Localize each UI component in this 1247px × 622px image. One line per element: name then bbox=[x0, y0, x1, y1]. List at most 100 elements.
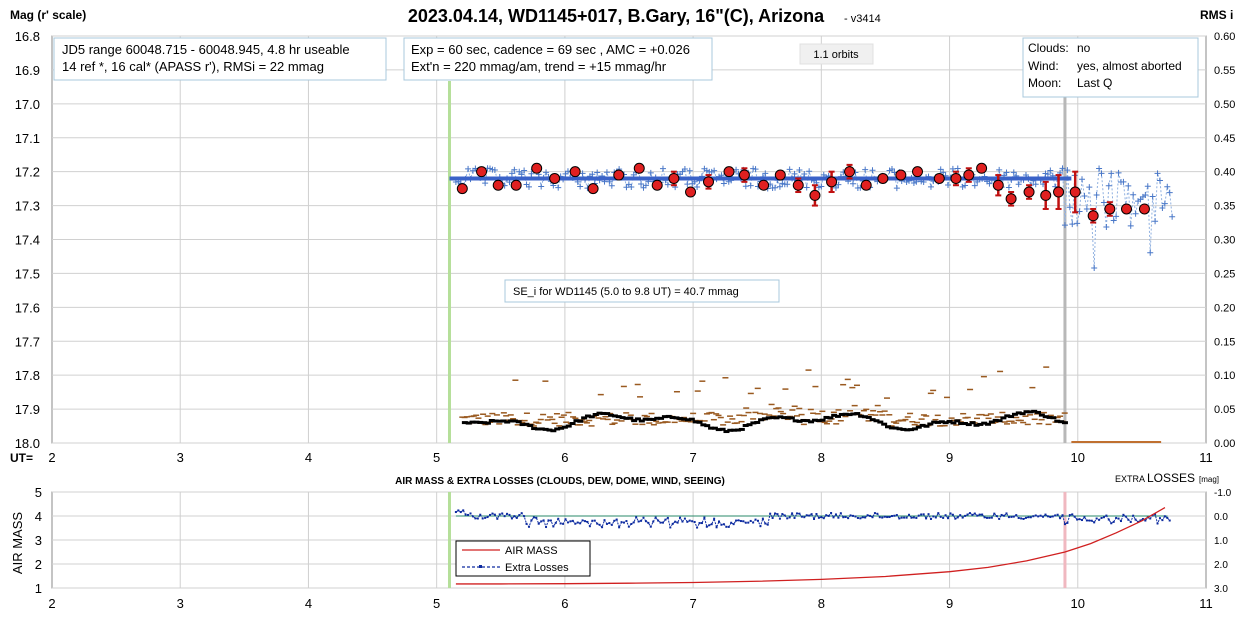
losses-point bbox=[878, 516, 881, 519]
losses-point bbox=[1095, 517, 1098, 520]
losses-point bbox=[1093, 521, 1096, 524]
losses-point bbox=[652, 520, 655, 523]
losses-point bbox=[1020, 517, 1023, 520]
losses-point bbox=[545, 525, 548, 528]
binned-point bbox=[651, 179, 663, 191]
losses-point bbox=[615, 518, 618, 521]
raw-point bbox=[1061, 222, 1068, 229]
y-tick-label: 17.7 bbox=[15, 334, 40, 349]
raw-point bbox=[511, 166, 518, 173]
losses-point bbox=[700, 522, 703, 525]
raw-point bbox=[1096, 165, 1103, 172]
losses-point bbox=[1168, 519, 1171, 522]
losses-point bbox=[883, 515, 886, 518]
losses-point bbox=[635, 516, 638, 519]
losses-point bbox=[954, 517, 957, 520]
losses-point bbox=[1132, 514, 1135, 517]
losses-point bbox=[869, 514, 872, 517]
losses-point bbox=[564, 518, 567, 521]
raw-point bbox=[940, 169, 947, 176]
raw-point bbox=[525, 183, 532, 190]
losses-point bbox=[995, 515, 998, 518]
losses-point bbox=[722, 523, 725, 526]
losses-point bbox=[893, 514, 896, 517]
losses-point bbox=[988, 516, 991, 519]
raw-point bbox=[538, 183, 545, 190]
losses-point bbox=[659, 521, 662, 524]
losses-point bbox=[905, 516, 908, 519]
losses-point bbox=[1166, 516, 1169, 519]
raw-point bbox=[1093, 191, 1100, 198]
raw-point bbox=[1105, 182, 1112, 189]
losses-point bbox=[454, 511, 457, 514]
losses-point bbox=[588, 525, 591, 528]
losses-point bbox=[937, 512, 940, 515]
chart-version: - v3414 bbox=[844, 13, 881, 25]
losses-point bbox=[581, 519, 584, 522]
bottom-chart-title: AIR MASS & EXTRA LOSSES (CLOUDS, DEW, DO… bbox=[395, 476, 725, 487]
losses-point bbox=[669, 526, 672, 529]
losses-point bbox=[973, 512, 976, 515]
clouds-label: Clouds: bbox=[1028, 41, 1069, 55]
airmass-line bbox=[455, 507, 1166, 585]
losses-point bbox=[571, 519, 574, 522]
losses-point bbox=[1044, 513, 1047, 516]
losses-point bbox=[798, 512, 801, 515]
raw-point bbox=[589, 171, 596, 178]
x-tick-label: 11 bbox=[1199, 450, 1213, 465]
losses-point bbox=[754, 518, 757, 521]
losses-point bbox=[900, 516, 903, 519]
losses-point bbox=[1161, 519, 1164, 522]
y-tick-label: 17.9 bbox=[15, 402, 40, 417]
y-tick-label: 16.9 bbox=[15, 63, 40, 78]
losses-point bbox=[613, 519, 616, 522]
losses-point bbox=[1027, 516, 1030, 519]
y2-tick-label: 0.30 bbox=[1214, 235, 1235, 247]
bottom-y-tick-label: 5 bbox=[35, 485, 42, 500]
raw-point bbox=[971, 182, 978, 189]
losses-point bbox=[506, 512, 509, 515]
losses-point bbox=[810, 513, 813, 516]
raw-point bbox=[1108, 170, 1115, 177]
raw-point bbox=[1130, 191, 1137, 198]
bottom-y2-tick-label: 3.0 bbox=[1214, 584, 1228, 595]
losses-point bbox=[710, 523, 713, 526]
losses-point bbox=[788, 516, 791, 519]
losses-point bbox=[1117, 517, 1120, 520]
moon-value: Last Q bbox=[1077, 76, 1112, 90]
raw-point bbox=[1154, 170, 1161, 177]
y2-tick-label: 0.45 bbox=[1214, 133, 1235, 145]
losses-point bbox=[912, 516, 915, 519]
losses-point bbox=[637, 520, 640, 523]
raw-point bbox=[1147, 249, 1154, 256]
losses-point bbox=[769, 512, 772, 515]
losses-point bbox=[681, 520, 684, 523]
losses-point bbox=[981, 513, 984, 516]
raw-point bbox=[521, 167, 528, 174]
losses-point bbox=[1149, 517, 1152, 520]
losses-point bbox=[713, 517, 716, 520]
losses-point bbox=[691, 520, 694, 523]
raw-point bbox=[1110, 217, 1117, 224]
losses-point bbox=[922, 513, 925, 516]
raw-point bbox=[1166, 189, 1173, 196]
losses-point bbox=[1071, 513, 1074, 516]
losses-point bbox=[1081, 519, 1084, 522]
losses-point bbox=[610, 523, 613, 526]
raw-point bbox=[555, 184, 562, 191]
binned-point bbox=[531, 162, 543, 174]
losses-point bbox=[776, 513, 779, 516]
raw-point bbox=[776, 183, 783, 190]
losses-point bbox=[608, 522, 611, 525]
losses-point bbox=[822, 517, 825, 520]
losses-point bbox=[547, 519, 550, 522]
losses-point bbox=[510, 517, 513, 520]
losses-point bbox=[479, 513, 482, 516]
raw-point bbox=[1081, 192, 1088, 199]
losses-point bbox=[827, 514, 830, 517]
losses-point bbox=[1029, 516, 1032, 519]
losses-point bbox=[830, 512, 833, 515]
binned-point bbox=[587, 183, 599, 195]
y-axis-label-right: RMS i bbox=[1200, 8, 1233, 22]
y-tick-label: 17.1 bbox=[15, 131, 40, 146]
